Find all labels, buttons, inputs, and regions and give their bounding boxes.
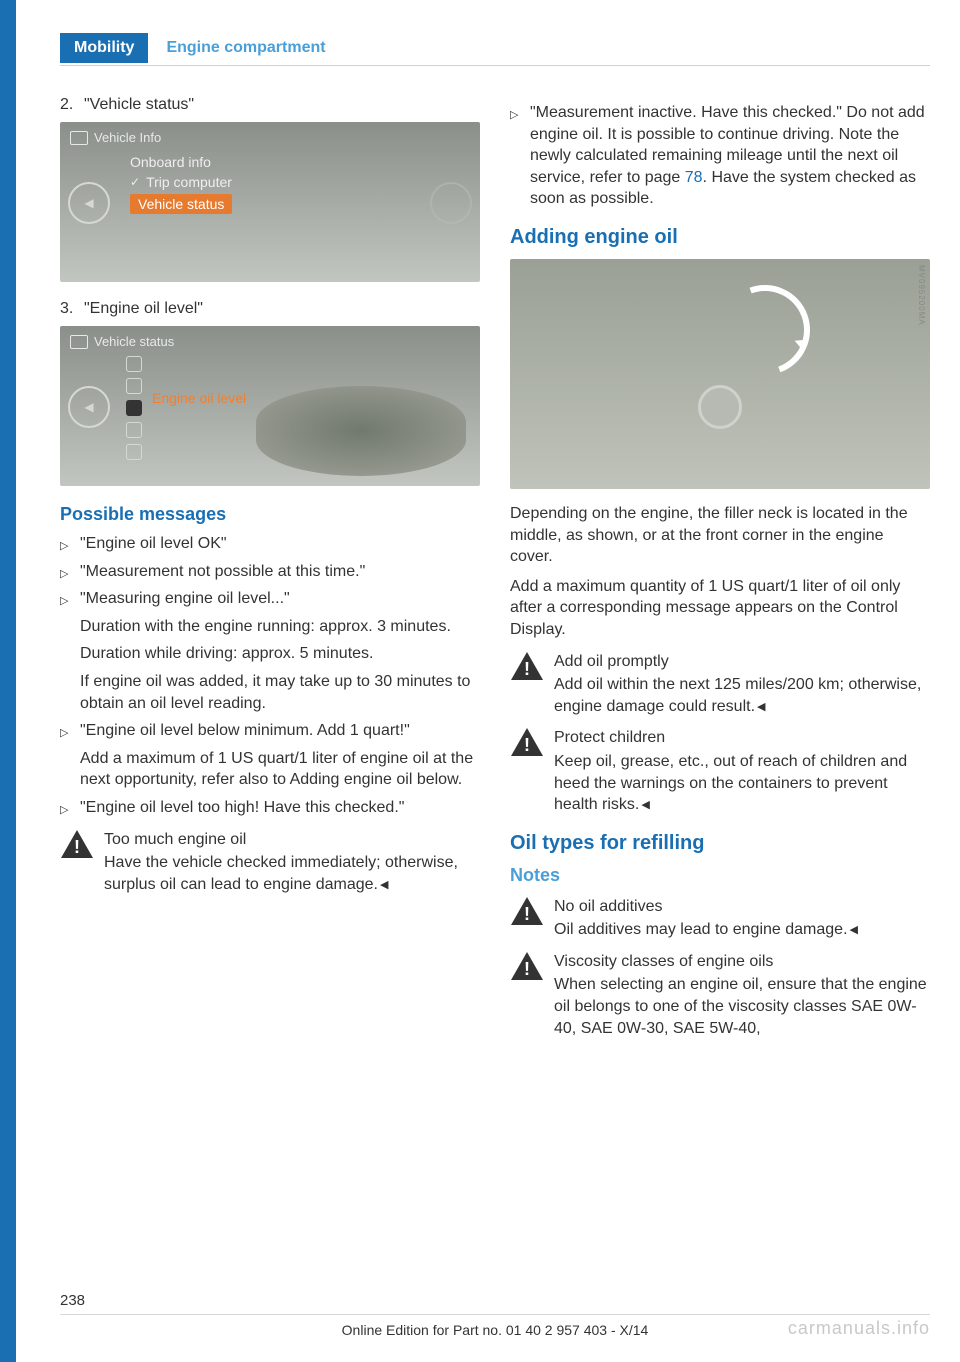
rotation-arrow-icon: [705, 270, 825, 390]
side-strip: [0, 0, 16, 1362]
warning-title: No oil additives: [554, 896, 858, 918]
menu-item-onboard: Onboard info: [130, 152, 232, 172]
warning-icon: !: [510, 896, 544, 926]
tpm-icon: [126, 356, 142, 372]
page-number: 238: [60, 1292, 930, 1309]
warning-icon: !: [60, 829, 94, 859]
scr-title: Vehicle status: [94, 334, 174, 349]
warning-title: Add oil promptly: [554, 651, 930, 673]
msg-below-min: "Engine oil level below minimum. Add 1 q…: [60, 720, 480, 742]
warning-title: Viscosity classes of engine oils: [554, 951, 930, 973]
warning-icon: !: [510, 651, 544, 681]
header-badge: Mobility: [60, 33, 148, 63]
msg-inactive-text: "Measurement inactive. Have this checked…: [530, 102, 930, 210]
warning-icon: !: [510, 727, 544, 757]
svg-text:!: !: [524, 735, 530, 755]
warning-body: Add oil within the next 125 miles/200 km…: [554, 674, 930, 717]
status-icons: [126, 356, 142, 460]
selected-item: Engine oil level: [152, 390, 246, 406]
measuring-detail-2: Duration while driving: approx. 5 minute…: [80, 643, 480, 665]
warning-body: Keep oil, grease, etc., out of reach of …: [554, 751, 930, 816]
svg-text:!: !: [524, 959, 530, 979]
measuring-detail-3: If engine oil was added, it may take up …: [80, 671, 480, 714]
max-quantity-text: Add a maximum quantity of 1 US quart/1 l…: [510, 576, 930, 641]
svg-text:!: !: [74, 837, 80, 857]
heading-adding-oil: Adding engine oil: [510, 226, 930, 249]
warning-too-much-oil: ! Too much engine oil Have the vehicle c…: [60, 829, 480, 896]
oil-icon: [126, 400, 142, 416]
warning-body: Oil additives may lead to engine damage.: [554, 919, 858, 941]
warning-body: When selecting an engine oil, ensure tha…: [554, 974, 930, 1039]
controller-knob-icon: ◀: [68, 182, 110, 224]
msg-ok: "Engine oil level OK": [60, 533, 480, 555]
watermark: carmanuals.info: [788, 1318, 930, 1339]
step-number: 3.: [60, 300, 84, 318]
heading-oil-types: Oil types for refilling: [510, 832, 930, 855]
car-illustration: [256, 386, 466, 476]
heading-notes: Notes: [510, 865, 930, 886]
warning-add-oil-promptly: ! Add oil promptly Add oil within the ne…: [510, 651, 930, 718]
vehicle-info-screenshot: Vehicle Info Onboard info ✓Trip computer…: [60, 122, 480, 282]
warning-no-additives: ! No oil additives Oil additives may lea…: [510, 896, 930, 941]
bmw-badge-icon: [698, 385, 742, 429]
warning-protect-children: ! Protect children Keep oil, grease, etc…: [510, 727, 930, 815]
footer-divider: [60, 1314, 930, 1315]
filler-neck-text: Depending on the engine, the filler neck…: [510, 503, 930, 568]
warning-title: Protect children: [554, 727, 930, 749]
scr-title-row: Vehicle status: [70, 334, 174, 349]
side-button-icon: [430, 182, 472, 224]
left-column: 2. "Vehicle status" Vehicle Info Onboard…: [60, 96, 480, 1272]
menu-item-trip: ✓Trip computer: [130, 172, 232, 192]
content-columns: 2. "Vehicle status" Vehicle Info Onboard…: [60, 96, 930, 1272]
cbs-icon: [126, 422, 142, 438]
svg-text:!: !: [524, 659, 530, 679]
step-2: 2. "Vehicle status": [60, 96, 480, 114]
ftm-icon: [126, 378, 142, 394]
svg-text:!: !: [524, 904, 530, 924]
step-number: 2.: [60, 96, 84, 114]
engine-compartment-image: MV095200MA: [510, 259, 930, 489]
right-column: "Measurement inactive. Have this checked…: [510, 96, 930, 1272]
below-min-detail: Add a maximum of 1 US quart/1 liter of e…: [80, 748, 480, 791]
step-text: "Vehicle status": [84, 96, 194, 114]
header-section: Engine compartment: [166, 39, 325, 57]
step-3: 3. "Engine oil level": [60, 300, 480, 318]
page-footer: 238 Online Edition for Part no. 01 40 2 …: [60, 1292, 930, 1332]
controller-knob-icon: ◀: [68, 386, 110, 428]
scr-menu: Onboard info ✓Trip computer Vehicle stat…: [130, 152, 232, 216]
measuring-detail-1: Duration with the engine running: approx…: [80, 616, 480, 638]
page-header: Mobility Engine compartment: [60, 30, 930, 66]
vehicle-status-screenshot: Vehicle status Engine oil level ◀: [60, 326, 480, 486]
warning-icon: !: [510, 951, 544, 981]
car-icon: [70, 335, 88, 349]
check-icon: ✓: [130, 175, 140, 189]
scr-title: Vehicle Info: [94, 130, 161, 145]
warning-title: Too much engine oil: [104, 829, 480, 851]
scr-title-row: Vehicle Info: [70, 130, 161, 145]
warning-body: Have the vehicle checked immediately; ot…: [104, 852, 480, 895]
page-link-78[interactable]: 78: [685, 169, 703, 186]
image-code: MV095200MA: [917, 265, 926, 326]
msg-measuring: "Measuring engine oil level...": [60, 588, 480, 610]
car-icon: [70, 131, 88, 145]
heading-possible-messages: Possible messages: [60, 504, 480, 525]
warning-viscosity: ! Viscosity classes of engine oils When …: [510, 951, 930, 1039]
menu-item-vehicle-status: Vehicle status: [130, 192, 232, 216]
check-control-icon: [126, 444, 142, 460]
msg-not-possible: "Measurement not possible at this time.": [60, 561, 480, 583]
step-text: "Engine oil level": [84, 300, 203, 318]
msg-too-high: "Engine oil level too high! Have this ch…: [60, 797, 480, 819]
msg-inactive: "Measurement inactive. Have this checked…: [510, 102, 930, 210]
